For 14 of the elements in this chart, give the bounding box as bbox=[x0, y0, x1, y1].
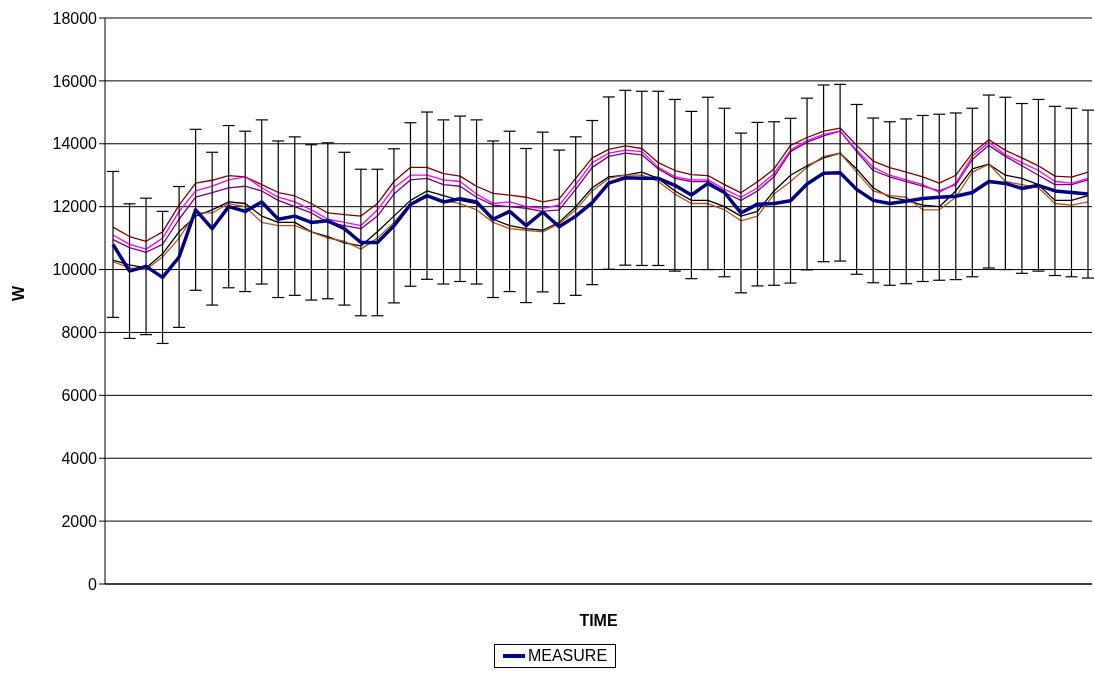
y-axis-title: W bbox=[9, 285, 27, 301]
y-tick-label: 16000 bbox=[52, 72, 98, 90]
y-tick-label: 0 bbox=[88, 575, 98, 593]
y-tick-label: 18000 bbox=[52, 9, 98, 27]
y-tick-label: 8000 bbox=[61, 324, 98, 342]
legend-label: MEASURE bbox=[527, 647, 608, 665]
y-tick-label: 2000 bbox=[61, 512, 98, 530]
y-tick-label: 14000 bbox=[52, 135, 98, 153]
y-tick-label: 6000 bbox=[61, 387, 98, 405]
y-tick-label: 4000 bbox=[61, 449, 98, 467]
y-tick-label: 10000 bbox=[52, 261, 98, 279]
x-axis-title: TIME bbox=[579, 612, 618, 629]
line-series bbox=[111, 170, 1090, 280]
y-tick-label: 12000 bbox=[52, 198, 98, 216]
